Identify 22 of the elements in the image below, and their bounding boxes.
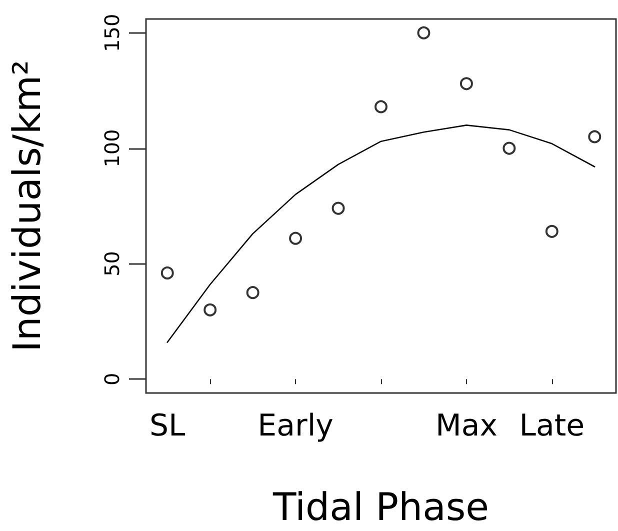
point [160,266,174,280]
point [460,77,473,90]
y-tick-label: 0 [100,372,124,386]
x-tick-label: Late [519,408,585,444]
point [502,142,516,155]
x-tick-label: SL [149,408,186,444]
line-series [166,124,596,343]
x-tick-label: Early [258,408,334,444]
point [204,303,217,316]
point [417,26,430,40]
point [246,286,260,300]
x-axis-title: Tidal Phase [272,485,490,529]
y-tick-label: 50 [100,250,124,276]
point [289,232,302,245]
point [374,100,388,114]
x-tick-label: Max [435,408,498,444]
y-axis-title: Individuals/km² [5,60,49,352]
point [588,130,602,144]
point [545,224,558,238]
point [332,202,345,215]
y-tick-label: 100 [100,129,124,168]
y-tick-label: 150 [100,14,124,52]
